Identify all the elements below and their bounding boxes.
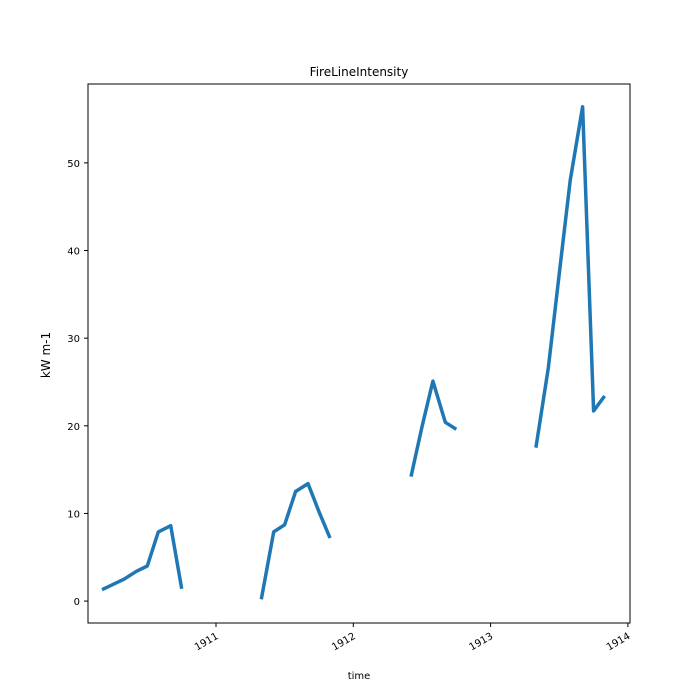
x-axis-label: time (348, 671, 371, 682)
y-axis-label: kW m-1 (39, 332, 53, 378)
plot-frame (87, 83, 631, 624)
plot-area (101, 105, 607, 600)
chart-title: FireLineIntensity (310, 65, 409, 79)
y-tick-label: 40 (67, 247, 80, 258)
y-tick-label: 10 (67, 509, 80, 520)
y-tick-label: 20 (67, 422, 80, 433)
series-line-segment-2 (259, 481, 332, 600)
y-tick-label: 50 (67, 159, 80, 170)
y-axis-ticks: 0 10 20 30 40 50 (67, 159, 88, 608)
y-tick-label: 30 (67, 334, 80, 345)
series-line-segment-4 (534, 105, 607, 448)
series-line-segment-3 (409, 379, 458, 477)
series-line-segment-1 (101, 523, 184, 592)
y-tick-label: 0 (74, 597, 80, 608)
